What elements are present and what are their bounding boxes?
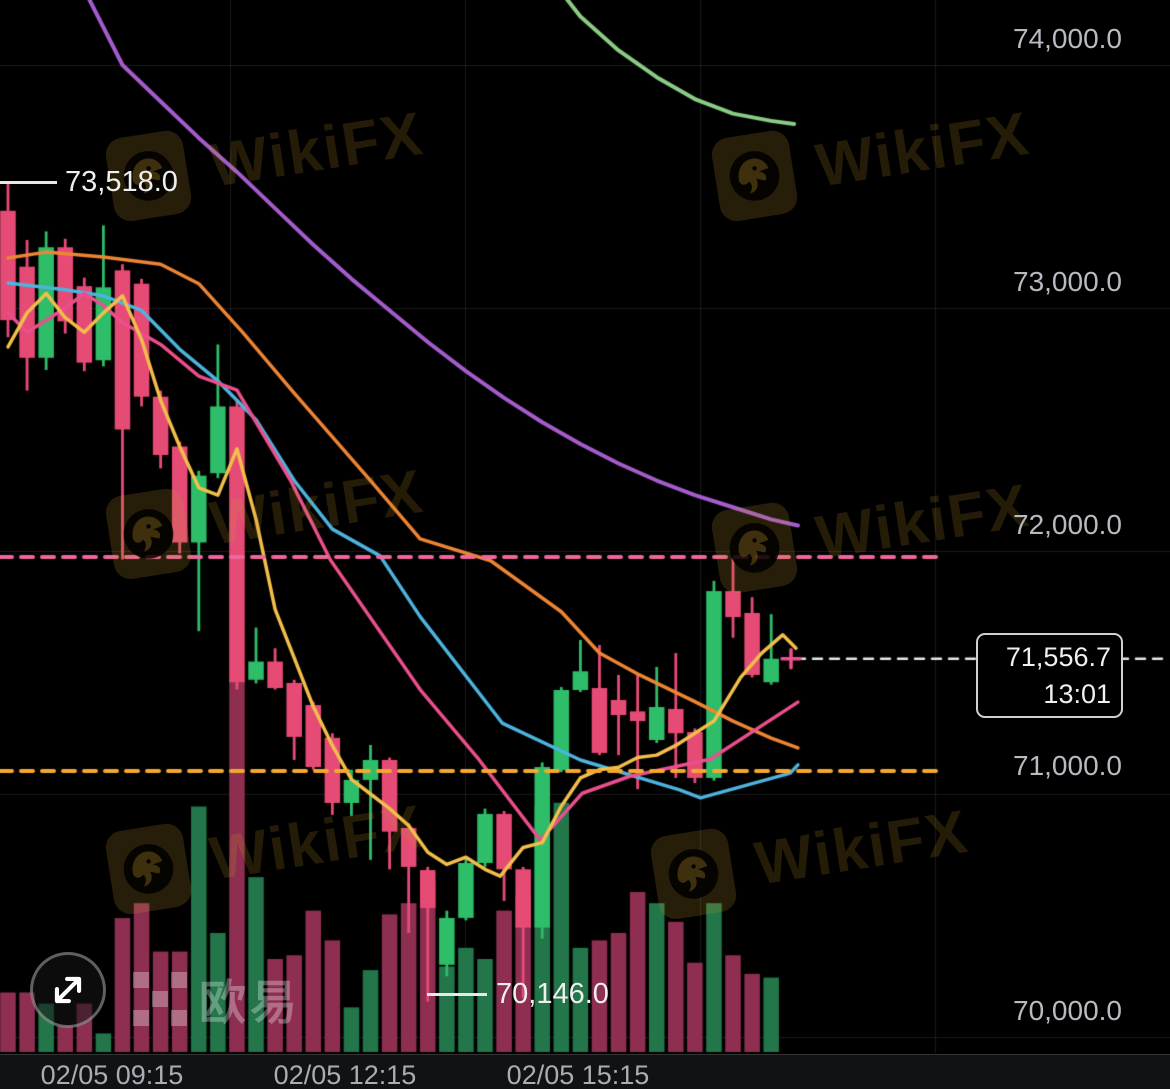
y-axis-label-73000: 73,000.0 bbox=[1013, 266, 1122, 297]
expand-chart-button[interactable] bbox=[30, 952, 106, 1028]
x-axis-strip: 02/05 09:15 02/05 12:15 02/05 15:15 bbox=[0, 1054, 1170, 1089]
last-price-value: 71,556.7 bbox=[1005, 641, 1111, 672]
low-price-tick bbox=[427, 993, 487, 996]
y-axis-label-72000: 72,000.0 bbox=[1013, 509, 1122, 540]
y-axis-label-70000: 70,000.0 bbox=[1013, 995, 1122, 1026]
last-price-box: 71,556.7 13:01 bbox=[976, 633, 1123, 718]
y-axis-label-74000: 74,000.0 bbox=[1013, 23, 1122, 54]
high-price-tick bbox=[0, 181, 57, 184]
last-price-time: 13:01 bbox=[1043, 678, 1111, 709]
y-axis-label-71000: 71,000.0 bbox=[1013, 750, 1122, 781]
expand-arrows-icon bbox=[54, 976, 82, 1004]
low-price-label: 70,146.0 bbox=[496, 978, 609, 1010]
high-price-label: 73,518.0 bbox=[65, 166, 178, 198]
x-axis-label-1515: 02/05 15:15 bbox=[506, 1060, 650, 1089]
x-axis-label-1215: 02/05 12:15 bbox=[273, 1060, 417, 1089]
x-axis-label-0915: 02/05 09:15 bbox=[40, 1060, 184, 1089]
